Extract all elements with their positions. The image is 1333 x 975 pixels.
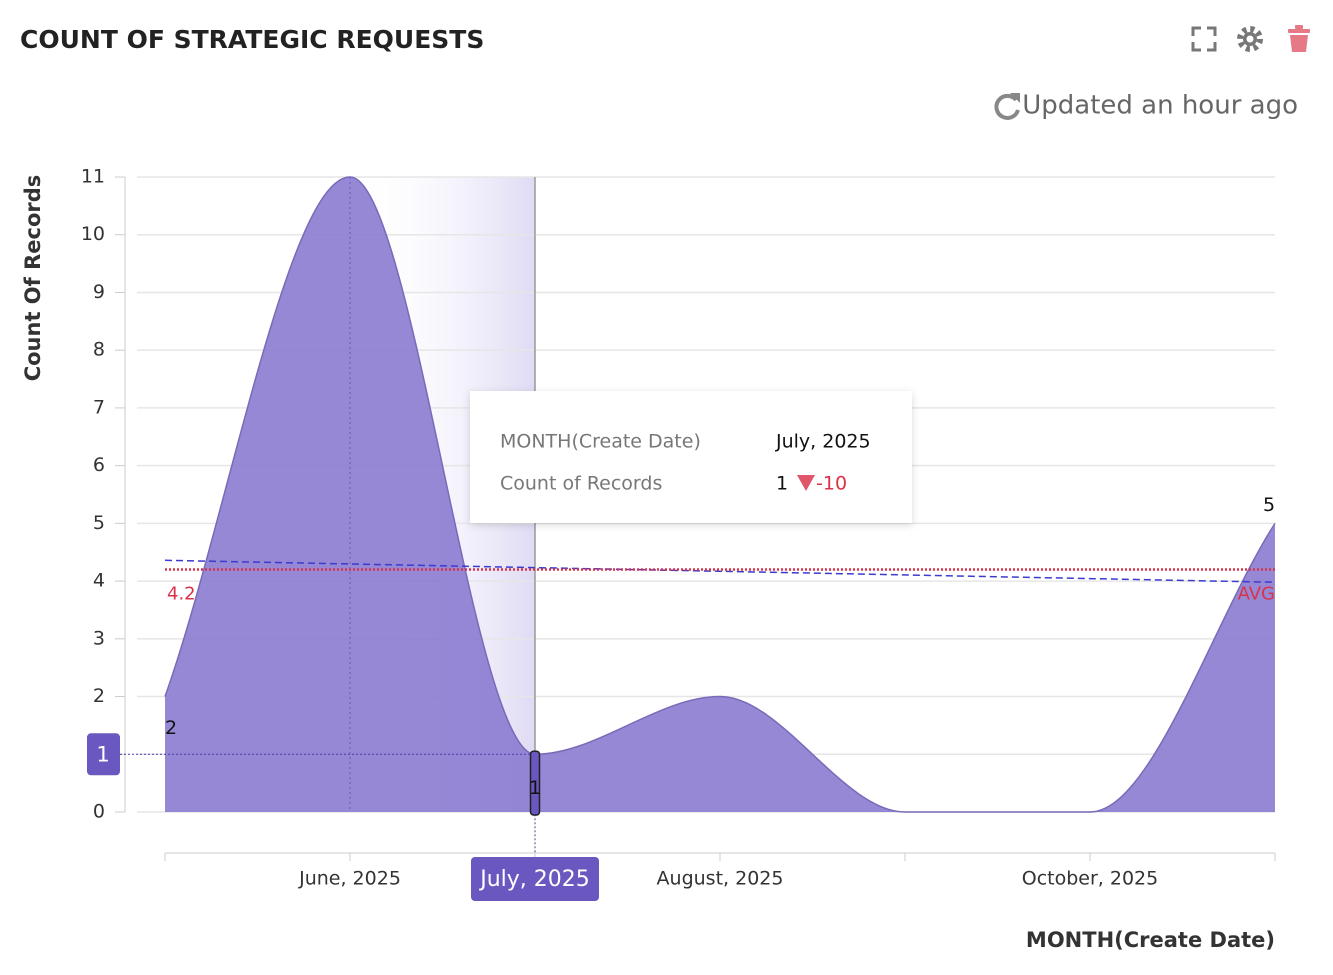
tooltip-change: -10 (816, 473, 847, 495)
settings-icon[interactable] (1237, 26, 1263, 52)
delete-icon[interactable] (1288, 25, 1310, 52)
y-tick-label: 2 (93, 685, 105, 707)
y-tick-label: 11 (81, 166, 105, 188)
x-badge (471, 857, 599, 901)
average-value: 4.2 (167, 584, 196, 605)
y-tick-label: 4 (93, 570, 105, 592)
y-tick-label: 8 (93, 339, 105, 361)
tooltip-box (470, 391, 912, 523)
area (165, 177, 1275, 812)
y-tick-label: 7 (93, 396, 105, 418)
data-label: 5 (1263, 494, 1275, 516)
y-badge-label: 1 (96, 742, 109, 766)
area-line (164, 176, 1276, 813)
tooltip-label: Count of Records (500, 473, 662, 495)
tooltip-value: July, 2025 (775, 431, 871, 453)
x-tick-label: June, 2025 (298, 868, 401, 890)
trendline (164, 559, 1276, 583)
tooltip-label: MONTH(Create Date) (500, 431, 701, 453)
tooltip-value: 1 (776, 473, 788, 495)
y-tick-label: 3 (93, 627, 105, 649)
y-tick-label: 9 (93, 281, 105, 303)
highlight-marker (529, 750, 541, 816)
data-label: 2 (165, 717, 177, 739)
updated-text: Updated an hour ago (1022, 91, 1298, 121)
x-axis-title: MONTH(Create Date) (1026, 928, 1275, 952)
y-tick-label: 0 (93, 801, 105, 823)
refresh-icon[interactable] (994, 93, 1020, 120)
data-label: 1 (529, 777, 541, 799)
y-tick-label: 6 (93, 454, 105, 476)
y-tick-label: 5 (93, 512, 105, 534)
y-axis-title: Count Of Records (21, 175, 45, 382)
x-badge-label: July, 2025 (478, 867, 590, 892)
x-tick-label: October, 2025 (1022, 868, 1158, 890)
x-tick-label: August, 2025 (657, 868, 784, 890)
average-label: AVG (1238, 584, 1275, 605)
title: COUNT OF STRATEGIC REQUESTS (20, 25, 484, 54)
fullscreen-icon[interactable] (1191, 26, 1217, 52)
change-arrow (797, 475, 815, 491)
tooltip: MONTH(Create Date) July, 2025 Count of Rec… (470, 391, 912, 523)
y-tick-label: 10 (81, 223, 105, 245)
y-badge (87, 733, 120, 776)
